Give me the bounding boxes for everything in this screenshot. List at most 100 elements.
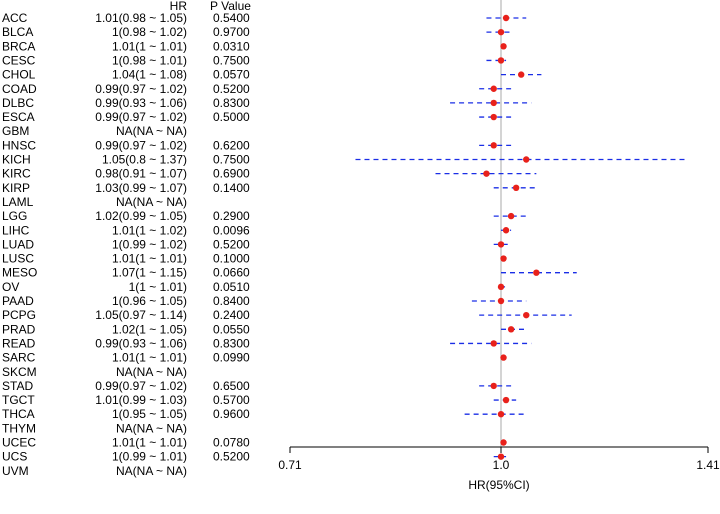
row-name-kirp: KIRP xyxy=(2,181,30,195)
x-axis-label: HR(95%CI) xyxy=(468,478,529,492)
row-p-prad: 0.0550 xyxy=(213,322,250,336)
row-name-hnsc: HNSC xyxy=(2,138,36,152)
row-p-tgct: 0.5700 xyxy=(213,393,250,407)
hr-point-ucec xyxy=(500,439,507,446)
row-name-chol: CHOL xyxy=(2,68,36,82)
row-hr-thca: 1(0.95 ~ 1.05) xyxy=(112,407,187,421)
table-row: STAD 0.99(0.97 ~ 1.02) 0.6500 xyxy=(2,379,250,393)
row-name-prad: PRAD xyxy=(2,322,36,336)
row-p-ov: 0.0510 xyxy=(213,280,250,294)
hr-point-cesc xyxy=(497,57,505,64)
row-name-luad: LUAD xyxy=(2,237,34,251)
row-name-pcpg: PCPG xyxy=(2,308,36,322)
row-p-paad: 0.8400 xyxy=(213,294,250,308)
row-hr-acc: 1.01(0.98 ~ 1.05) xyxy=(95,11,187,25)
row-hr-paad: 1(0.96 ~ 1.05) xyxy=(112,294,187,308)
row-name-ucec: UCEC xyxy=(2,436,36,450)
row-hr-lusc: 1.01(1 ~ 1.01) xyxy=(112,252,187,266)
row-hr-dlbc: 0.99(0.93 ~ 1.06) xyxy=(95,96,187,110)
row-p-kirp: 0.1400 xyxy=(213,181,250,195)
row-hr-chol: 1.04(1 ~ 1.08) xyxy=(112,68,187,82)
hr-point-kirc xyxy=(483,170,490,177)
row-name-sarc: SARC xyxy=(2,351,36,365)
row-hr-thym: NA(NA ~ NA) xyxy=(116,421,187,435)
hr-point-lihc xyxy=(502,227,510,234)
table-row: KICH 1.05(0.8 ~ 1.37) 0.7500 xyxy=(2,153,250,167)
row-hr-lihc: 1.01(1 ~ 1.02) xyxy=(112,223,187,237)
hr-point-ucs xyxy=(497,453,505,460)
table-row: LGG 1.02(0.99 ~ 1.05) 0.2900 xyxy=(2,209,250,223)
row-hr-uvm: NA(NA ~ NA) xyxy=(116,464,187,478)
row-hr-luad: 1(0.99 ~ 1.02) xyxy=(112,237,187,251)
row-hr-cesc: 1(0.98 ~ 1.01) xyxy=(112,53,187,67)
header-p-value: P Value xyxy=(210,0,251,13)
row-name-thca: THCA xyxy=(2,407,35,421)
table-row: BRCA 1.01(1 ~ 1.01) 0.0310 xyxy=(2,39,250,53)
table-row: LUAD 1(0.99 ~ 1.02) 0.5200 xyxy=(2,237,250,251)
row-hr-pcpg: 1.05(0.97 ~ 1.14) xyxy=(95,308,187,322)
hr-point-acc xyxy=(502,14,510,22)
row-name-gbm: GBM xyxy=(2,124,29,138)
row-hr-ov: 1(1 ~ 1.01) xyxy=(129,280,187,294)
hr-point-luad xyxy=(497,241,505,248)
row-hr-read: 0.99(0.93 ~ 1.06) xyxy=(95,336,187,350)
row-hr-lgg: 1.02(0.99 ~ 1.05) xyxy=(95,209,187,223)
table-row: SARC 1.01(1 ~ 1.01) 0.0990 xyxy=(2,351,250,365)
row-hr-laml: NA(NA ~ NA) xyxy=(116,195,187,209)
row-p-dlbc: 0.8300 xyxy=(213,96,250,110)
x-tick-label-0: 0.71 xyxy=(278,458,302,472)
table-row: KIRP 1.03(0.99 ~ 1.07) 0.1400 xyxy=(2,181,250,195)
row-p-cesc: 0.7500 xyxy=(213,53,250,67)
row-name-lihc: LIHC xyxy=(2,223,30,237)
hr-point-prad xyxy=(507,326,515,333)
row-hr-kirc: 0.98(0.91 ~ 1.07) xyxy=(95,167,187,181)
row-p-ucs: 0.5200 xyxy=(213,450,250,464)
table-row: UCEC 1.01(1 ~ 1.01) 0.0780 xyxy=(2,436,250,450)
row-hr-prad: 1.02(1 ~ 1.05) xyxy=(112,322,187,336)
row-p-coad: 0.5200 xyxy=(213,82,250,96)
table-row: PAAD 1(0.96 ~ 1.05) 0.8400 xyxy=(2,294,250,308)
hr-point-ov xyxy=(497,283,505,291)
forest-marks xyxy=(355,14,688,460)
hr-point-blca xyxy=(497,28,505,36)
row-hr-ucec: 1.01(1 ~ 1.01) xyxy=(112,436,187,450)
table-row: PRAD 1.02(1 ~ 1.05) 0.0550 xyxy=(2,322,250,336)
row-name-skcm: SKCM xyxy=(2,365,37,379)
table-row: DLBC 0.99(0.93 ~ 1.06) 0.8300 xyxy=(2,96,250,110)
row-p-chol: 0.0570 xyxy=(213,68,250,82)
hr-point-pcpg xyxy=(523,311,530,319)
row-hr-tgct: 1.01(0.99 ~ 1.03) xyxy=(95,393,187,407)
row-name-ucs: UCS xyxy=(2,450,27,464)
row-hr-gbm: NA(NA ~ NA) xyxy=(116,124,187,138)
row-name-ov: OV xyxy=(2,280,19,294)
hr-point-kirp xyxy=(512,184,520,191)
row-name-read: READ xyxy=(2,336,36,350)
row-name-meso: MESO xyxy=(2,266,37,280)
row-hr-blca: 1(0.98 ~ 1.02) xyxy=(112,25,187,39)
row-name-lgg: LGG xyxy=(2,209,27,223)
row-p-acc: 0.5400 xyxy=(213,11,250,25)
hr-point-lusc xyxy=(500,255,507,262)
row-p-luad: 0.5200 xyxy=(213,237,250,251)
row-name-kirc: KIRC xyxy=(2,167,31,181)
row-hr-stad: 0.99(0.97 ~ 1.02) xyxy=(95,379,187,393)
row-hr-esca: 0.99(0.97 ~ 1.02) xyxy=(95,110,187,124)
row-p-lusc: 0.1000 xyxy=(213,252,250,266)
row-hr-ucs: 1(0.99 ~ 1.01) xyxy=(112,450,187,464)
x-axis: 0.71 1.0 1.41 xyxy=(278,446,720,472)
row-name-paad: PAAD xyxy=(2,294,34,308)
table-row: PCPG 1.05(0.97 ~ 1.14) 0.2400 xyxy=(2,308,250,322)
hr-point-stad xyxy=(490,382,497,390)
row-name-dlbc: DLBC xyxy=(2,96,34,110)
row-p-kich: 0.7500 xyxy=(213,153,250,167)
table-row: COAD 0.99(0.97 ~ 1.02) 0.5200 xyxy=(2,82,250,96)
table-row: LIHC 1.01(1 ~ 1.02) 0.0096 xyxy=(2,223,250,237)
row-name-kich: KICH xyxy=(2,153,31,167)
hr-point-meso xyxy=(533,269,540,276)
row-name-esca: ESCA xyxy=(2,110,35,124)
row-name-coad: COAD xyxy=(2,82,37,96)
hr-point-chol xyxy=(517,71,525,78)
table-row: ACC 1.01(0.98 ~ 1.05) 0.5400 xyxy=(2,11,250,25)
x-tick-label-2: 1.41 xyxy=(696,458,720,472)
